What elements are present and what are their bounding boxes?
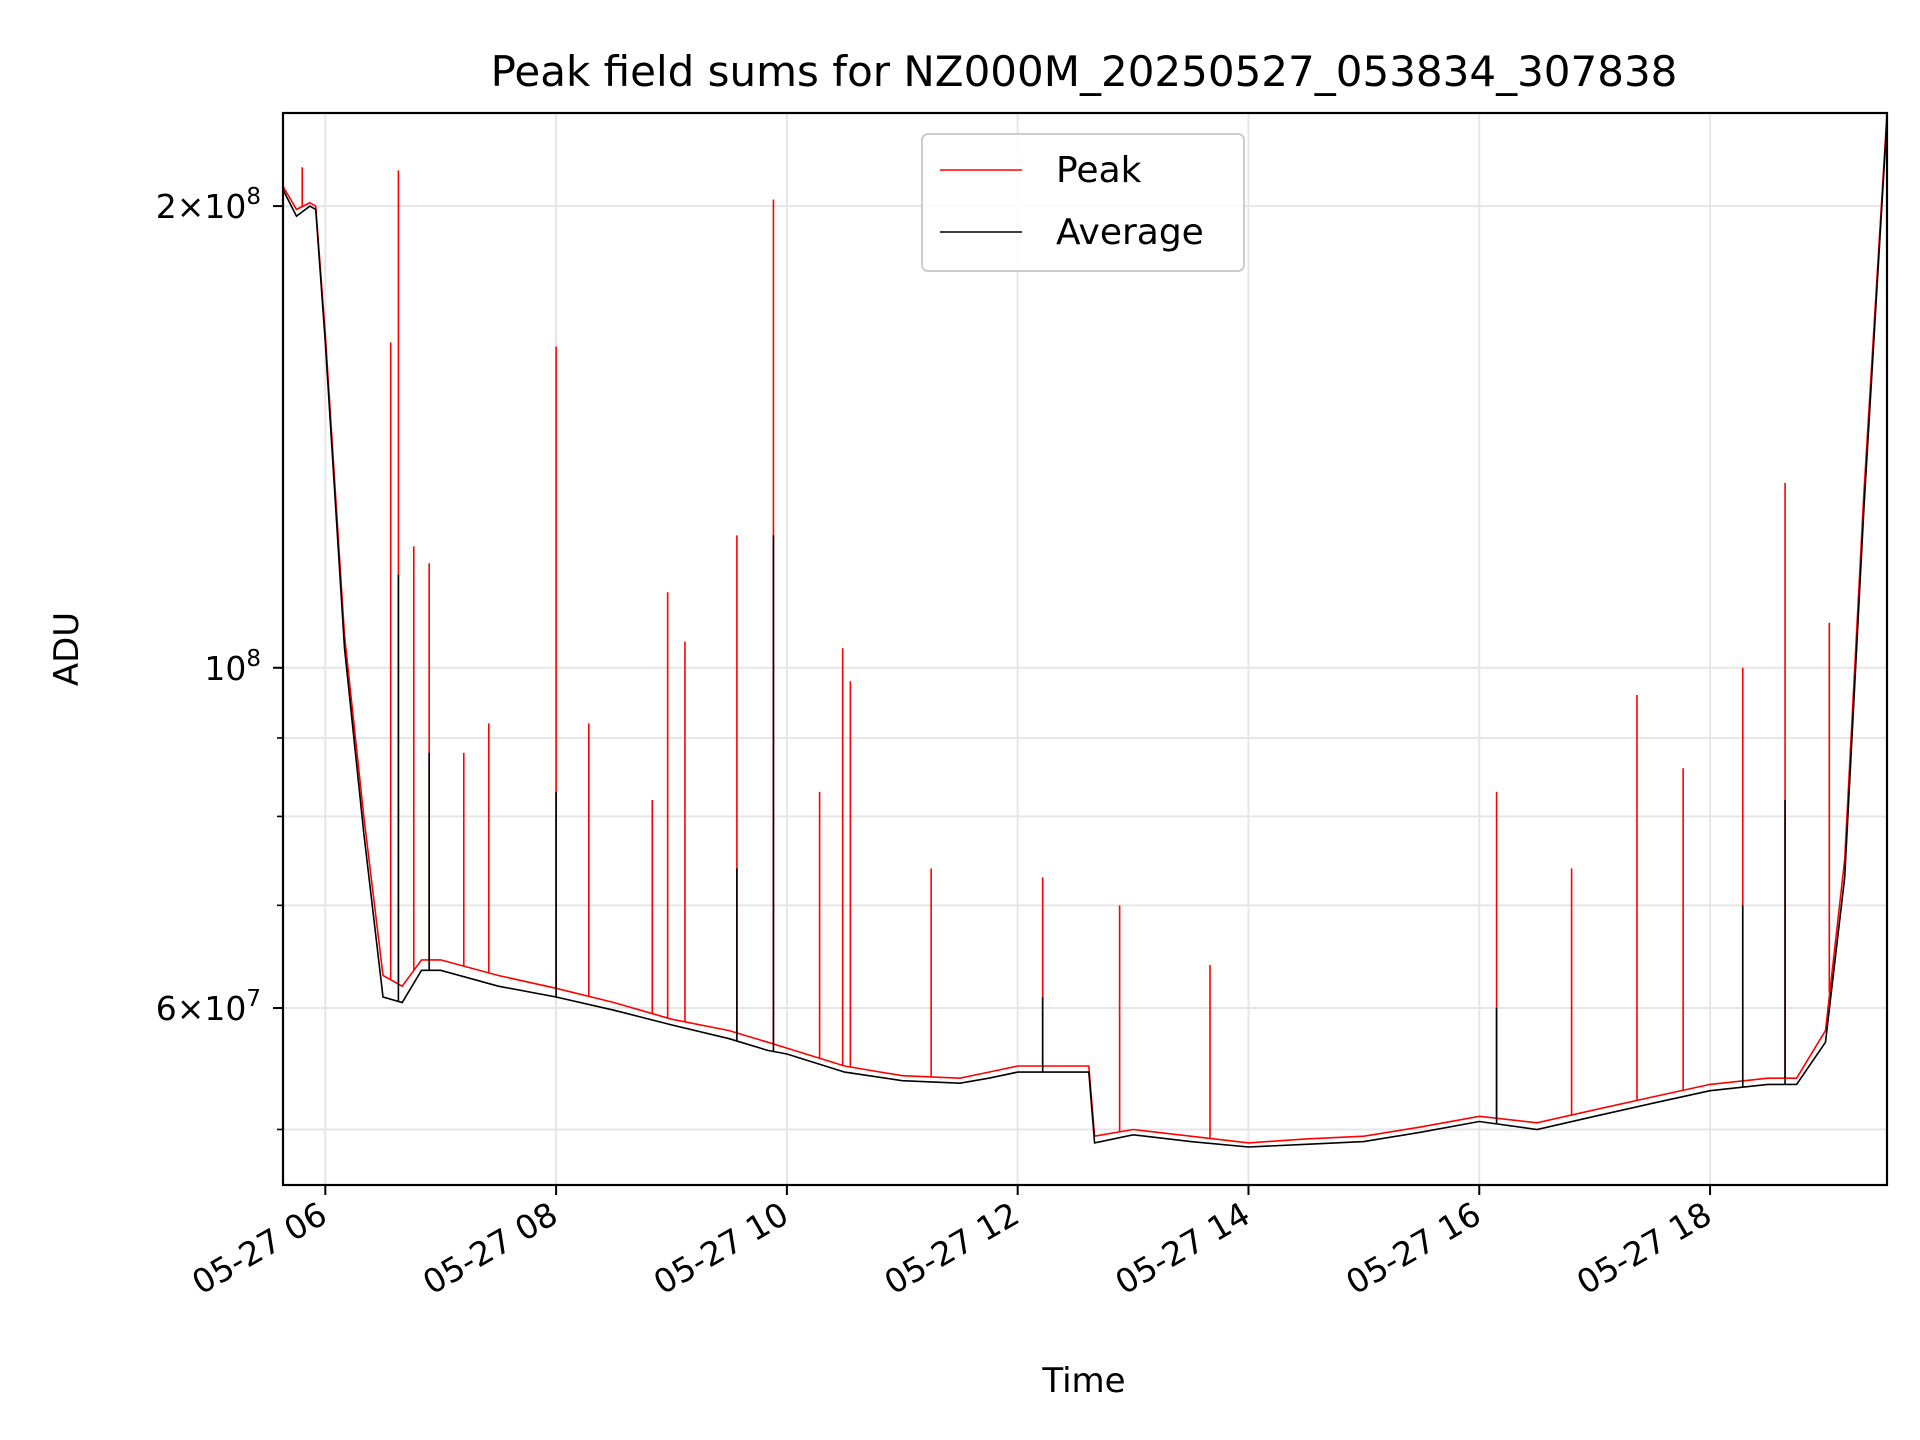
line-average <box>283 118 1887 1148</box>
plot-frame <box>281 111 1889 1187</box>
legend-frame <box>921 133 1245 272</box>
y-tick-label: 6×107 <box>156 986 261 1028</box>
series-average <box>283 118 1887 1148</box>
series-layer <box>283 113 1887 1148</box>
chart-title: Peak field sums for NZ000M_20250527_0538… <box>491 47 1678 96</box>
series-peak <box>283 113 1887 1144</box>
y-tick-label: 2×108 <box>156 184 261 226</box>
legend-label-average: Average <box>1056 212 1204 253</box>
legend-label-peak: Peak <box>1056 150 1142 191</box>
y-tick-label: 108 <box>204 646 261 688</box>
legend: Peak Average <box>921 133 1245 272</box>
y-axis-label: ADU <box>47 612 87 686</box>
line-peak <box>283 113 1887 1144</box>
x-axis-label: Time <box>1041 1361 1125 1401</box>
